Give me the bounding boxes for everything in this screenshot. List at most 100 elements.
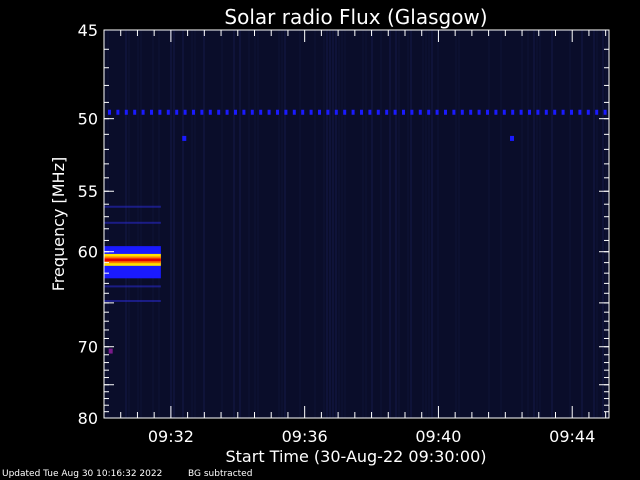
- noise-column: [581, 30, 583, 418]
- interference-dot: [368, 109, 372, 115]
- burst-streak: [104, 221, 161, 224]
- y-tick-label: 70: [78, 338, 98, 357]
- noise-column: [407, 30, 409, 418]
- interference-dot: [595, 109, 599, 115]
- noise-column: [500, 30, 502, 418]
- interference-dot: [494, 109, 498, 115]
- interference-dot: [292, 109, 296, 115]
- x-axis: 09:32 09:36 09:40 09:44: [120, 30, 607, 446]
- noise-column: [380, 30, 382, 418]
- burst-band-core: [104, 258, 161, 262]
- interference-dot: [318, 109, 321, 115]
- noise-column: [422, 30, 424, 418]
- burst-streak: [104, 285, 161, 288]
- interference-dot: [267, 109, 271, 115]
- noise-column: [128, 30, 130, 418]
- x-tick-label: 09:36: [282, 427, 328, 446]
- interference-dot: [133, 109, 137, 115]
- noise-column: [362, 30, 364, 418]
- y-tick-label: 45: [78, 21, 98, 40]
- interference-dot: [217, 109, 221, 115]
- x-axis-label: Start Time (30-Aug-22 09:30:00): [226, 447, 487, 466]
- noise-column: [152, 30, 154, 418]
- noise-column: [299, 30, 301, 418]
- noise-column: [395, 30, 397, 418]
- noise-column: [389, 30, 391, 418]
- noise-column: [281, 30, 283, 418]
- plot-area: [104, 30, 609, 418]
- y-tick-label: 55: [78, 182, 98, 201]
- footer-updated-text: Updated Tue Aug 30 10:16:32 2022: [2, 469, 163, 479]
- interference-dot: [578, 109, 582, 115]
- interference-dot: [334, 109, 338, 115]
- interference-dot: [175, 109, 179, 115]
- noise-column: [326, 30, 328, 418]
- noise-column: [194, 30, 196, 418]
- noise-column: [191, 30, 193, 418]
- noise-column: [371, 30, 373, 418]
- noise-column: [323, 30, 325, 418]
- plot-frame: [103, 29, 610, 419]
- noise-column: [344, 30, 346, 418]
- interference-dot: [511, 109, 515, 115]
- interference-dot: [402, 109, 405, 115]
- noise-column: [137, 30, 139, 418]
- interference-dot: [444, 109, 447, 115]
- interference-dot: [469, 109, 473, 115]
- noise-column: [239, 30, 241, 418]
- interference-dot: [477, 109, 481, 115]
- noise-column: [605, 30, 607, 418]
- noise-column: [551, 30, 553, 418]
- noise-column: [602, 30, 604, 418]
- interference-dot: [435, 109, 439, 115]
- interference-dot: [452, 109, 456, 115]
- noise-column: [284, 30, 286, 418]
- interference-dot: [301, 109, 305, 115]
- noise-column: [428, 30, 430, 418]
- interference-dot: [183, 109, 187, 115]
- noise-column: [341, 30, 343, 418]
- interference-dot: [200, 109, 204, 115]
- emission-spot: [510, 135, 515, 141]
- plot-border: [103, 29, 610, 419]
- noise-column: [257, 30, 259, 418]
- interference-dot: [242, 109, 246, 115]
- noise-column: [182, 30, 184, 418]
- interference-dot: [326, 109, 330, 115]
- interference-dot: [225, 109, 229, 115]
- noise-column: [593, 30, 595, 418]
- noise-column: [203, 30, 205, 418]
- interference-dot: [586, 109, 590, 115]
- interference-dot: [250, 109, 254, 115]
- interference-dot: [410, 109, 414, 115]
- interference-dot: [502, 109, 506, 115]
- interference-dot: [141, 109, 145, 115]
- plot-background: [104, 30, 609, 418]
- y-axis: 45 50 55 60 70 80: [78, 21, 609, 428]
- noise-column: [437, 30, 439, 418]
- noise-column: [335, 30, 337, 418]
- y-axis-label: Frequency [MHz]: [49, 157, 68, 291]
- noise-column: [278, 30, 280, 418]
- emission-spot: [108, 348, 113, 354]
- interference-dot: [486, 109, 489, 115]
- noise-column: [539, 30, 541, 418]
- interference-dot: [150, 109, 153, 115]
- noise-column: [158, 30, 160, 418]
- noise-column: [254, 30, 256, 418]
- interference-dot: [544, 109, 548, 115]
- noise-column: [569, 30, 571, 418]
- interference-dot: [234, 109, 237, 115]
- noise-column: [425, 30, 427, 418]
- interference-dot: [536, 109, 540, 115]
- noise-column: [527, 30, 529, 418]
- interference-dot: [166, 109, 170, 115]
- noise-column: [173, 30, 175, 418]
- interference-dot: [360, 109, 363, 115]
- interference-dot: [343, 109, 347, 115]
- interference-dot: [561, 109, 565, 115]
- noise-column: [329, 30, 331, 418]
- y-tick-label: 80: [78, 409, 98, 428]
- noise-column: [248, 30, 250, 418]
